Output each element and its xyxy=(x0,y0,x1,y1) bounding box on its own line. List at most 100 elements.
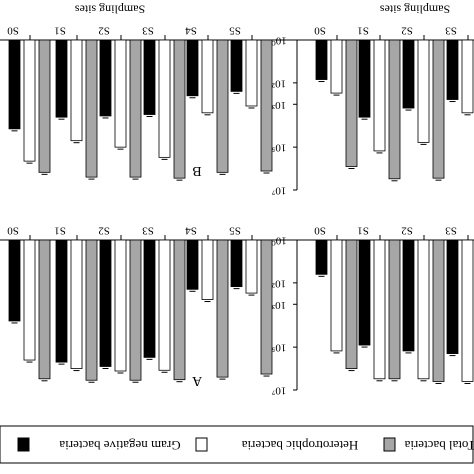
bar-total xyxy=(85,39,98,178)
bar-heterotrophic xyxy=(158,39,171,158)
x-tick-label: S2 xyxy=(401,224,413,236)
bar-total xyxy=(173,39,186,179)
y-tick-label: 10⁷ xyxy=(271,384,286,396)
bar-gram-negative xyxy=(230,39,243,92)
legend-label: Gram negative bacteria xyxy=(59,438,180,453)
y-tick-label: 10³ xyxy=(271,99,286,111)
chart-panel-a-right: 10⁰ 10² 10³ 10⁵ 10⁷ S0 S1 S2 S3 xyxy=(271,224,474,396)
bar-gram-negative xyxy=(446,239,459,354)
x-axis-title: Sampling sites xyxy=(380,2,451,16)
x-tick-label: S0 xyxy=(7,24,19,36)
bar-heterotrophic xyxy=(114,239,127,372)
x-tick-label: S5 xyxy=(229,224,241,236)
bar-heterotrophic xyxy=(23,239,36,361)
legend-swatch-total xyxy=(383,437,396,452)
bar-total xyxy=(38,39,51,173)
bar-total xyxy=(345,39,358,167)
y-tick-label: 10² xyxy=(271,277,286,289)
legend-swatch-gram-negative xyxy=(17,437,30,452)
bar-total xyxy=(345,239,358,369)
bar-total xyxy=(85,239,98,381)
legend-label: Heterotrophic bacteria xyxy=(241,438,358,453)
x-tick-label: S3 xyxy=(445,24,457,36)
bar-heterotrophic xyxy=(114,39,127,148)
bar-gram-negative xyxy=(186,39,199,97)
panel-label: A xyxy=(191,373,202,388)
bar-total xyxy=(388,239,401,380)
y-tick-label: 10⁰ xyxy=(271,234,287,246)
bar-heterotrophic xyxy=(461,239,474,382)
x-tick-label: S4 xyxy=(185,224,197,236)
bar-heterotrophic xyxy=(373,39,386,152)
x-tick-label: S0 xyxy=(314,24,326,36)
legend-label: Total bacteria xyxy=(404,438,474,453)
bar-heterotrophic xyxy=(373,239,386,380)
x-tick-label: S1 xyxy=(357,224,369,236)
bar-gram-negative xyxy=(8,39,21,130)
bar-total xyxy=(216,39,229,173)
bar-heterotrophic xyxy=(70,39,83,142)
bar-gram-negative xyxy=(315,39,328,80)
bar-heterotrophic xyxy=(23,39,36,162)
bar-gram-negative xyxy=(315,239,328,275)
bar-total xyxy=(388,39,401,180)
chart-panel-b-right: 10⁰ 10² 10³ 10⁵ 10⁷ S0 S1 S2 S3 Sampling sites xyxy=(271,2,474,196)
bar-gram-negative xyxy=(143,239,156,358)
bar-total xyxy=(129,239,142,381)
bar-heterotrophic xyxy=(330,239,343,352)
bar-heterotrophic xyxy=(245,39,258,107)
y-tick-label: 10³ xyxy=(271,299,286,311)
x-tick-label: S1 xyxy=(54,24,66,36)
bar-total xyxy=(260,239,273,375)
bar-gram-negative xyxy=(358,239,371,346)
bar-total xyxy=(173,239,186,381)
chart-panel-a: S0 S1 S2 S3 S4 S5 A xyxy=(0,224,474,388)
y-tick-label: 10⁵ xyxy=(271,342,286,354)
bar-gram-negative xyxy=(55,239,68,363)
x-tick-label: S0 xyxy=(7,224,19,236)
bar-heterotrophic xyxy=(70,239,83,369)
bar-gram-negative xyxy=(8,239,21,322)
bar-total xyxy=(260,39,273,172)
bar-gram-negative xyxy=(99,39,112,117)
x-tick-label: S4 xyxy=(185,24,197,36)
bar-total xyxy=(432,39,445,179)
bar-heterotrophic xyxy=(158,239,171,371)
x-tick-label: S3 xyxy=(142,24,154,36)
panel-label: B xyxy=(192,163,201,178)
legend: Gram negative bacteria Heterotrophic bact… xyxy=(0,425,474,464)
bar-total xyxy=(129,39,142,178)
y-tick-label: 10⁰ xyxy=(271,34,287,46)
x-tick-label: S2 xyxy=(98,224,110,236)
bar-gram-negative xyxy=(446,39,459,100)
x-tick-label: S3 xyxy=(445,224,457,236)
bar-gram-negative xyxy=(55,39,68,118)
bar-gram-negative xyxy=(402,39,415,109)
bar-total xyxy=(432,239,445,382)
bar-gram-negative xyxy=(143,39,156,115)
x-tick-label: S1 xyxy=(54,224,66,236)
y-tick-label: 10⁵ xyxy=(271,142,286,154)
bar-heterotrophic xyxy=(330,39,343,94)
y-tick-label: 10⁷ xyxy=(271,184,286,196)
y-tick-label: 10² xyxy=(271,77,286,89)
bar-heterotrophic xyxy=(417,239,430,380)
chart-panel-b: S0 S1 S2 S3 S4 S5 Sampling sites B xyxy=(0,2,474,181)
bar-heterotrophic xyxy=(417,39,430,143)
bar-heterotrophic xyxy=(245,239,258,294)
x-tick-label: S2 xyxy=(98,24,110,36)
bar-heterotrophic xyxy=(461,39,474,114)
legend-swatch-heterotrophic xyxy=(195,437,208,452)
x-axis-title: Sampling sites xyxy=(75,2,146,16)
bar-total xyxy=(38,239,51,380)
bar-gram-negative xyxy=(402,239,415,352)
bar-total xyxy=(216,239,229,378)
x-tick-label: S5 xyxy=(229,24,241,36)
bar-heterotrophic xyxy=(201,39,214,114)
bar-heterotrophic xyxy=(201,239,214,300)
x-tick-label: S2 xyxy=(401,24,413,36)
x-tick-label: S0 xyxy=(314,224,326,236)
x-tick-label: S1 xyxy=(357,24,369,36)
bar-gram-negative xyxy=(99,239,112,367)
